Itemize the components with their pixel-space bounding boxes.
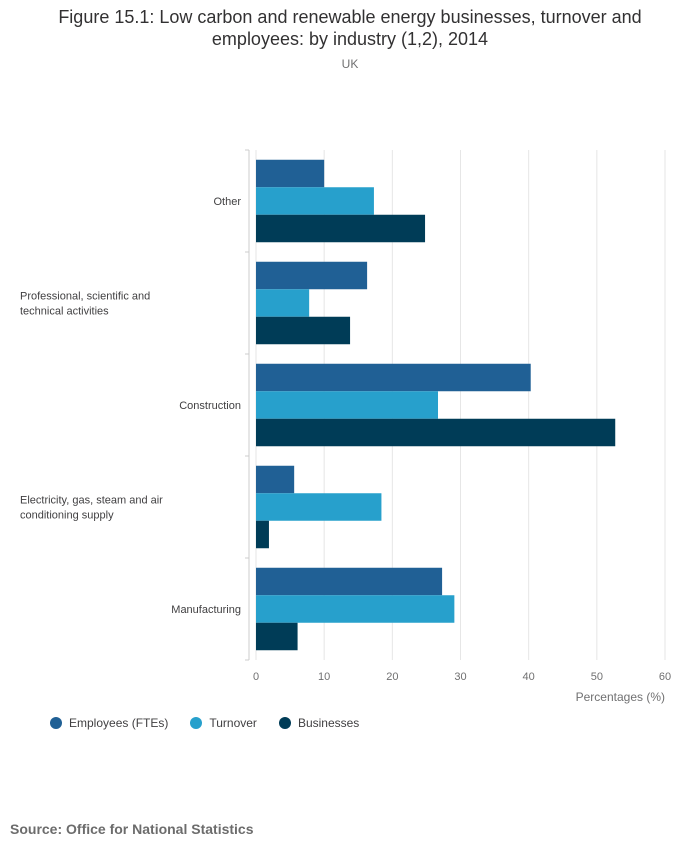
bar xyxy=(256,391,439,419)
chart-legend: Employees (FTEs) Turnover Businesses xyxy=(50,716,359,730)
bar xyxy=(256,465,295,494)
chart-subtitle: UK xyxy=(341,57,359,71)
x-tick-label: 0 xyxy=(253,671,259,683)
bar xyxy=(256,622,298,651)
category-label: Electricity, gas, steam and air condition… xyxy=(20,495,163,522)
legend-item: Employees (FTEs) xyxy=(50,716,168,730)
category-label: Construction xyxy=(179,400,241,412)
bar xyxy=(256,363,531,392)
bar xyxy=(256,214,426,243)
legend-label: Employees (FTEs) xyxy=(69,716,169,730)
category-label: Other xyxy=(213,196,241,208)
bar xyxy=(256,261,368,290)
bar xyxy=(256,567,443,596)
legend-item: Turnover xyxy=(190,716,257,730)
legend-swatch xyxy=(50,717,62,729)
legend-swatch xyxy=(278,717,291,729)
x-tick-label: 10 xyxy=(318,671,330,683)
x-tick-label: 30 xyxy=(454,671,466,683)
x-tick-label: 20 xyxy=(386,671,398,683)
bar xyxy=(256,418,616,447)
legend-label: Businesses xyxy=(297,716,360,730)
x-tick-label: 60 xyxy=(659,671,671,683)
bar xyxy=(256,159,325,188)
x-axis-label: Percentages (%) xyxy=(576,690,665,704)
legend-swatch xyxy=(190,717,203,729)
bar xyxy=(256,316,351,345)
legend-item: Businesses xyxy=(278,716,360,730)
legend-label: Turnover xyxy=(209,716,257,730)
x-tick-label: 50 xyxy=(591,671,603,683)
chart-title: Figure 15.1: Low carbon and renewable en… xyxy=(58,7,642,49)
source-note: Source: Office for National Statistics xyxy=(10,821,254,837)
bar xyxy=(256,595,455,623)
bar xyxy=(256,187,374,215)
bar-chart: Other Professional, scientific and technic… xyxy=(20,149,671,704)
category-label: Professional, scientific and technical ac… xyxy=(20,291,150,318)
bar xyxy=(256,493,382,521)
x-tick-label: 40 xyxy=(523,671,535,683)
bar xyxy=(256,520,269,549)
bar xyxy=(256,289,310,317)
category-label: Manufacturing xyxy=(171,604,241,616)
